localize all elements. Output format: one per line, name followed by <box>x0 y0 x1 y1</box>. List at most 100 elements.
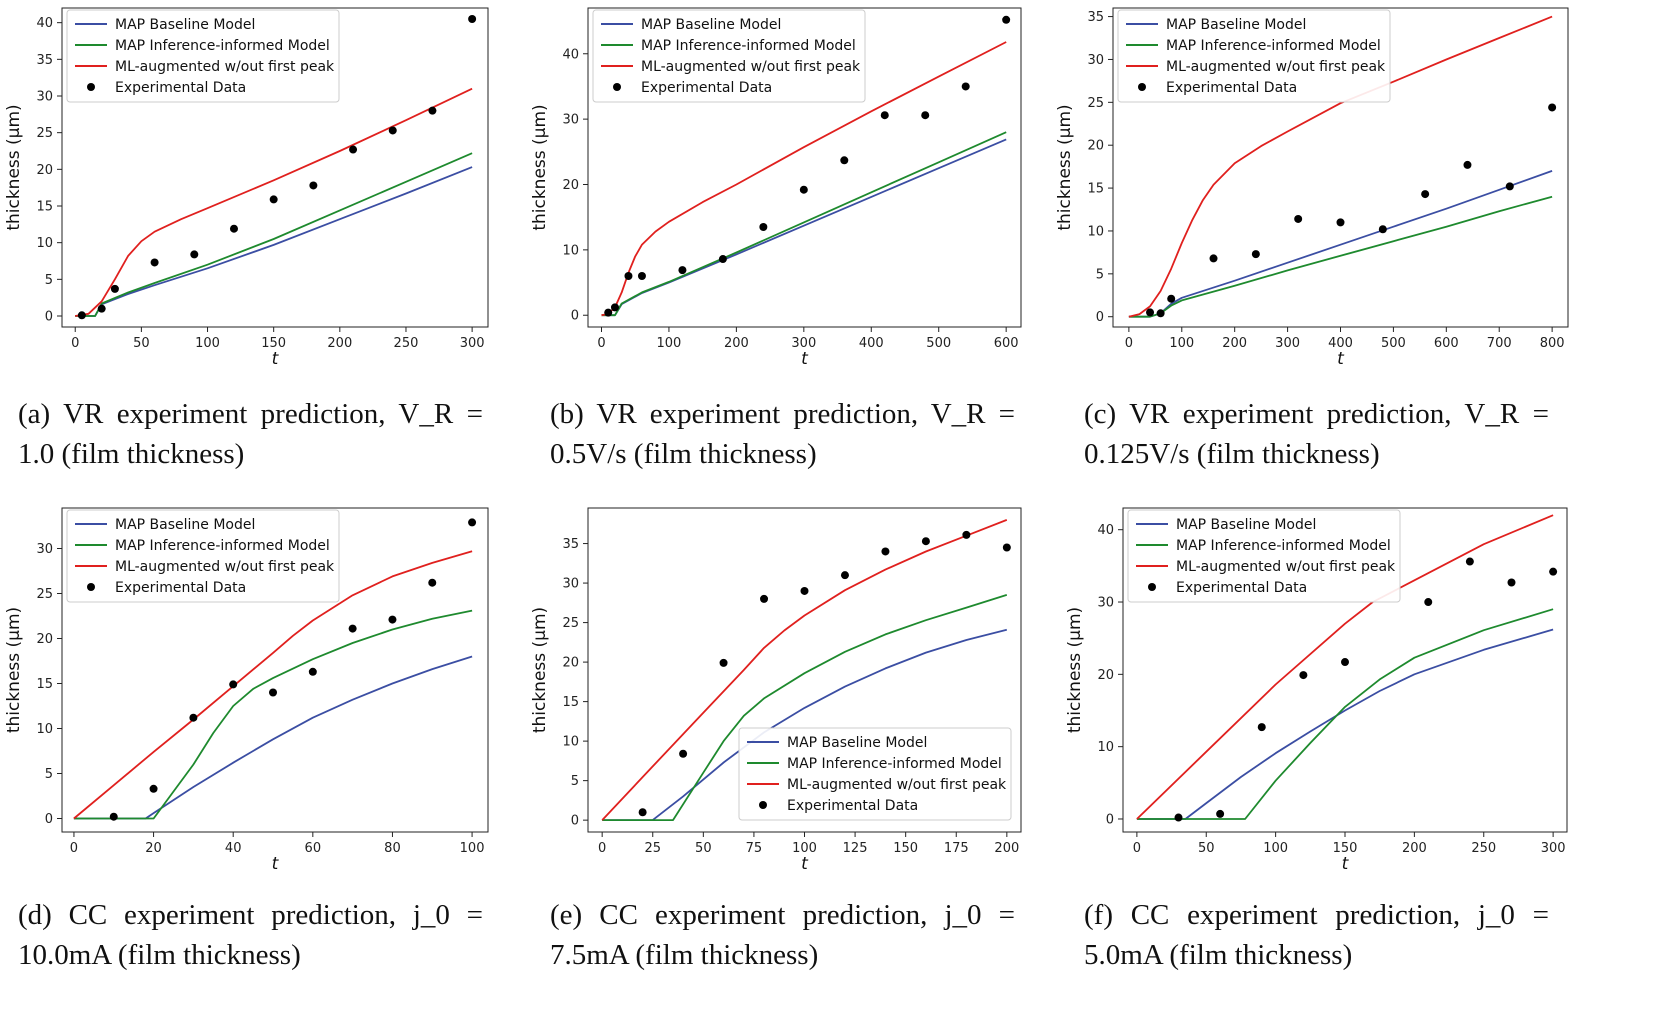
panel-c: 0 100 200 300 400 500 600 700 800 0 5 10 15 20 25 30 35 t… <box>1055 0 1654 480</box>
legend-label-inference: MAP Inference-informed Model <box>1166 38 1381 54</box>
legend-label-data: Experimental Data <box>787 798 918 814</box>
x-axis-label: t <box>272 349 280 369</box>
y-tick-label: 20 <box>36 632 53 647</box>
data-point <box>840 571 849 580</box>
x-tick-label: 400 <box>1328 336 1353 351</box>
caption-a-line1: (a) VR experiment prediction, V_R = <box>18 398 483 430</box>
data-point <box>1336 218 1345 227</box>
legend-marker-data <box>613 83 621 91</box>
data-point <box>719 658 728 667</box>
series-line-baseline <box>1136 628 1554 820</box>
caption-e: (e) CC experiment prediction, j_0 = 7.5m… <box>550 895 1015 975</box>
legend-label-baseline: MAP Baseline Model <box>787 735 927 751</box>
x-tick-label: 300 <box>791 336 816 351</box>
data-point <box>840 156 849 165</box>
legend-label-ml: ML-augmented w/out first peak <box>1176 559 1396 575</box>
data-point <box>428 106 437 115</box>
caption-e-line2: 7.5mA (film thickness) <box>550 939 819 971</box>
x-tick-label: 175 <box>944 841 969 856</box>
y-tick-label: 5 <box>1096 267 1104 282</box>
y-tick-label: 0 <box>1106 812 1114 827</box>
y-tick-label: 35 <box>36 53 53 68</box>
legend-label-baseline: MAP Baseline Model <box>115 517 255 533</box>
data-point <box>718 255 727 264</box>
legend-label-inference: MAP Inference-informed Model <box>115 38 330 54</box>
x-tick-label: 500 <box>1381 336 1406 351</box>
caption-d-line1: (d) CC experiment prediction, j_0 = <box>18 899 483 931</box>
series-line-inference <box>601 131 1007 317</box>
x-tick-label: 200 <box>994 841 1019 856</box>
x-axis-label: t <box>272 854 280 874</box>
data-point <box>348 624 357 633</box>
series-line-inference <box>73 609 473 820</box>
legend-label-baseline: MAP Baseline Model <box>1166 17 1306 33</box>
caption-f: (f) CC experiment prediction, j_0 = 5.0m… <box>1084 895 1549 975</box>
x-tick-label: 0 <box>71 336 79 351</box>
y-tick-label: 5 <box>45 767 53 782</box>
caption-a-line2: 1.0 (film thickness) <box>18 438 245 470</box>
y-tick-label: 10 <box>36 722 53 737</box>
y-tick-label: 25 <box>36 126 53 141</box>
y-axis-label: thickness (μm) <box>530 607 550 733</box>
y-tick-label: 15 <box>36 677 53 692</box>
y-tick-label: 15 <box>36 200 53 215</box>
legend-label-inference: MAP Inference-informed Model <box>641 38 856 54</box>
x-tick-label: 200 <box>327 336 352 351</box>
data-point <box>800 586 809 595</box>
series-line-inference <box>1136 608 1554 820</box>
plot-frame <box>587 507 1022 833</box>
chart-c: 0 100 200 300 400 500 600 700 800 0 5 10 15 20 25 30 35 t… <box>1055 7 1569 369</box>
data-point <box>190 250 199 259</box>
x-tick-label: 50 <box>1198 841 1215 856</box>
legend-box <box>738 727 1012 821</box>
data-point <box>1294 214 1303 223</box>
data-point <box>97 304 106 313</box>
y-axis-label: thickness (μm) <box>530 104 550 230</box>
data-point <box>679 749 688 758</box>
data-point <box>1341 658 1349 667</box>
data-point <box>1174 813 1183 822</box>
data-point <box>962 530 971 539</box>
legend-box <box>1127 509 1401 603</box>
x-tick-label: 200 <box>1402 841 1427 856</box>
y-tick-label: 10 <box>36 236 53 251</box>
y-tick-label: 5 <box>571 774 579 789</box>
data-point <box>1507 578 1516 587</box>
x-tick-label: 400 <box>859 336 884 351</box>
y-tick-label: 30 <box>1097 596 1114 611</box>
y-tick-label: 25 <box>562 616 579 631</box>
legend-label-baseline: MAP Baseline Model <box>1176 517 1316 533</box>
data-point <box>1299 671 1308 680</box>
x-tick-label: 100 <box>460 841 485 856</box>
x-tick-label: 40 <box>225 841 242 856</box>
legend-box <box>66 509 340 603</box>
legend: MAP Baseline Model MAP Inference-informed… <box>66 509 340 603</box>
legend: MAP Baseline Model MAP Inference-informed… <box>738 727 1012 821</box>
plot-frame <box>1122 507 1568 833</box>
data-point <box>388 126 397 135</box>
y-tick-label: 0 <box>571 814 579 829</box>
panel-a: 0 50 100 150 200 250 300 0 5 10 15 20 25 30 35 40 t thick… <box>0 0 530 480</box>
x-tick-label: 150 <box>893 841 918 856</box>
x-tick-label: 100 <box>1169 336 1194 351</box>
plot-area <box>601 519 1008 822</box>
legend-label-ml: ML-augmented w/out first peak <box>641 59 861 75</box>
data-point <box>1156 309 1165 318</box>
x-tick-label: 150 <box>1333 841 1358 856</box>
y-tick-label: 20 <box>562 178 579 193</box>
x-tick-label: 50 <box>133 336 150 351</box>
legend-label-data: Experimental Data <box>115 80 246 96</box>
data-point <box>1548 103 1557 112</box>
caption-b-line2: 0.5V/s (film thickness) <box>550 438 817 470</box>
data-point <box>637 272 646 281</box>
y-tick-label: 35 <box>562 537 579 552</box>
series-line-ml <box>1128 15 1553 318</box>
y-tick-label: 40 <box>562 47 579 62</box>
y-tick-label: 30 <box>562 113 579 128</box>
y-tick-label: 20 <box>562 656 579 671</box>
caption-f-line2: 5.0mA (film thickness) <box>1084 939 1353 971</box>
legend: MAP Baseline Model MAP Inference-informed… <box>66 9 340 103</box>
data-point <box>1002 15 1011 24</box>
data-point <box>610 303 619 312</box>
x-tick-label: 150 <box>261 336 286 351</box>
